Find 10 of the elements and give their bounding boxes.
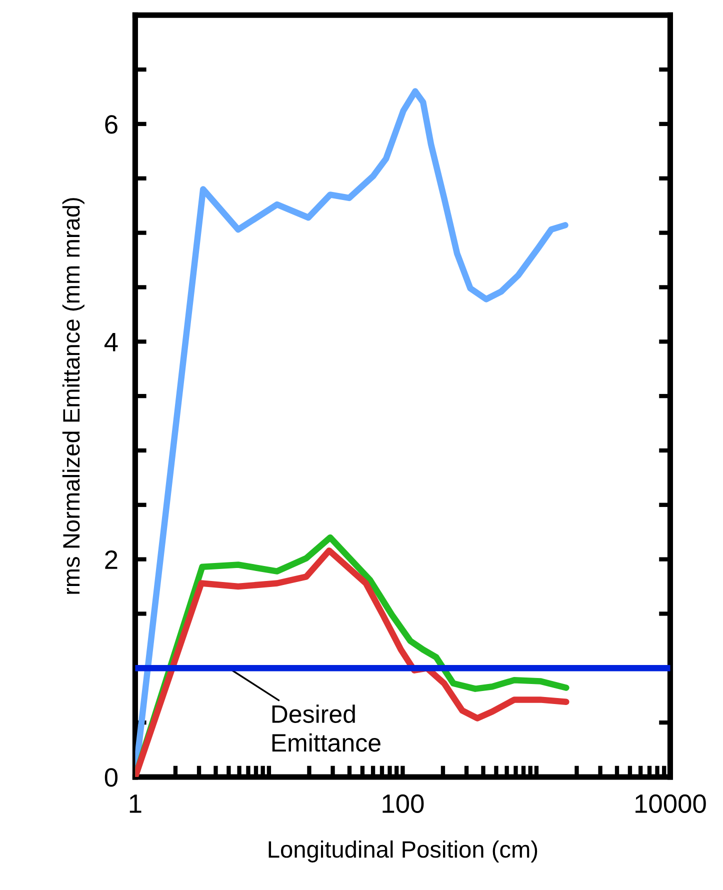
x-tick-label: 1 xyxy=(130,794,142,813)
annotation: Desired Emittance xyxy=(272,704,380,752)
y-tick-label: 6 xyxy=(105,115,118,134)
x-tick-label: 100 xyxy=(382,794,424,814)
y-tick-label: 2 xyxy=(105,550,118,569)
y-axis-title: rms Normalized Emittance (mm mrad) xyxy=(62,198,84,594)
x-axis-title: Longitudinal Position (cm) xyxy=(268,840,538,862)
y-tick-label: 0 xyxy=(104,768,118,787)
x-tick-label: 10000 xyxy=(636,794,706,814)
y-tick-label: 4 xyxy=(104,333,118,352)
